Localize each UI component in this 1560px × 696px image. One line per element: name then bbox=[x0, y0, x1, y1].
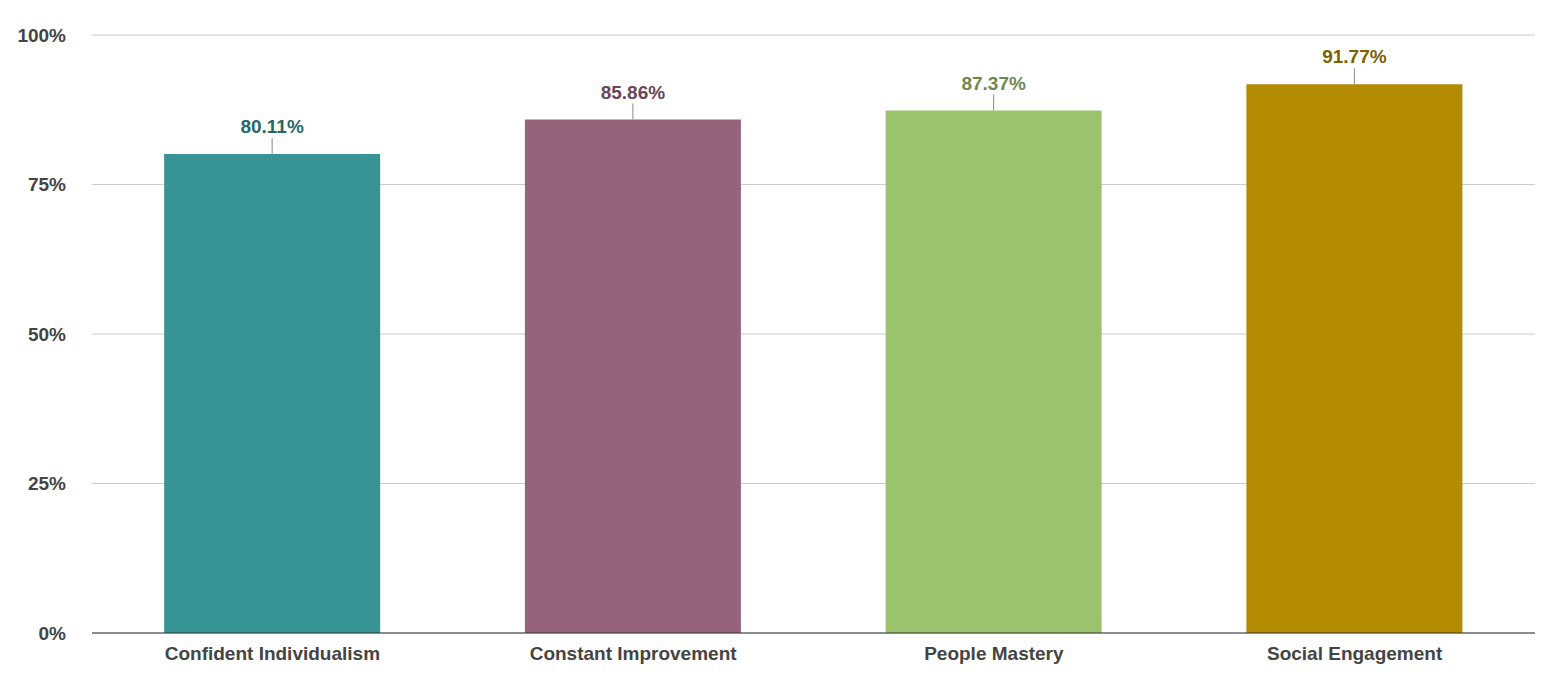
svg-text:100%: 100% bbox=[17, 25, 66, 46]
svg-text:People Mastery: People Mastery bbox=[924, 643, 1064, 664]
svg-text:91.77%: 91.77% bbox=[1322, 46, 1387, 67]
svg-text:75%: 75% bbox=[28, 174, 66, 195]
svg-text:87.37%: 87.37% bbox=[961, 73, 1026, 94]
svg-text:Confident Individualism: Confident Individualism bbox=[165, 643, 380, 664]
svg-text:0%: 0% bbox=[39, 623, 67, 644]
svg-text:Social Engagement: Social Engagement bbox=[1267, 643, 1443, 664]
svg-text:Constant Improvement: Constant Improvement bbox=[530, 643, 738, 664]
svg-text:50%: 50% bbox=[28, 324, 66, 345]
svg-text:25%: 25% bbox=[28, 473, 66, 494]
svg-text:80.11%: 80.11% bbox=[240, 116, 303, 137]
svg-text:85.86%: 85.86% bbox=[601, 82, 666, 103]
